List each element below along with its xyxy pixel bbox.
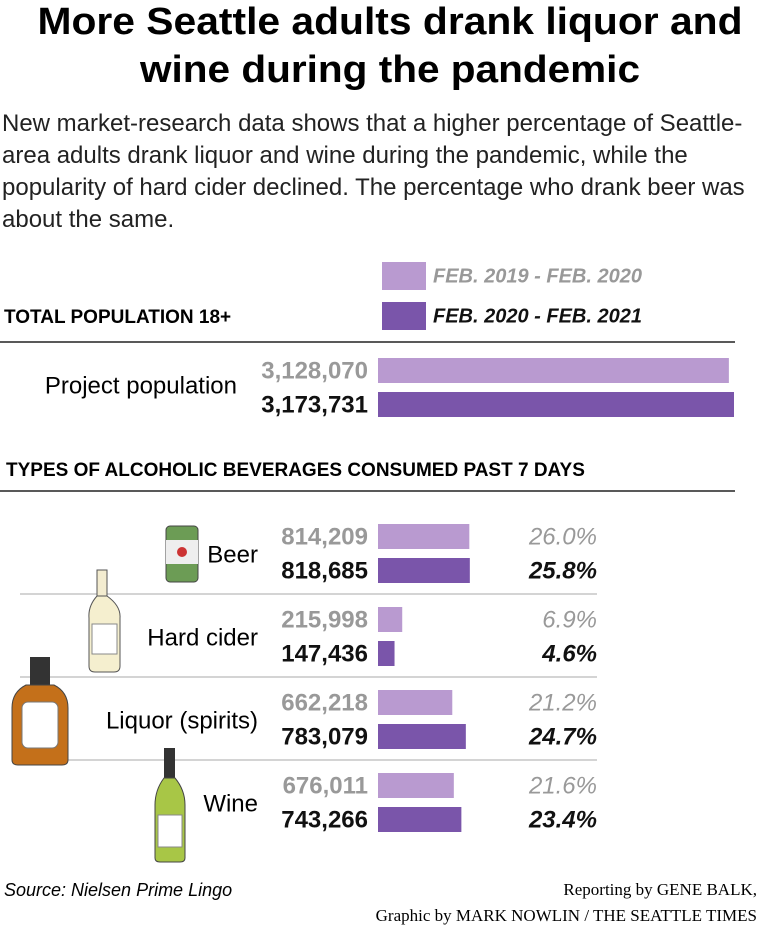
percent-label: 21.2% [528, 689, 597, 716]
legend-label: FEB. 2019 - FEB. 2020 [433, 265, 642, 287]
credit: Reporting by GENE BALK, [563, 880, 757, 899]
value-label: 215,998 [281, 606, 368, 633]
bar [378, 690, 453, 715]
value-label: 3,128,070 [261, 357, 368, 384]
percent-label: 21.6% [528, 772, 597, 799]
value-label: 814,209 [281, 523, 368, 550]
section-title: TOTAL POPULATION 18+ [4, 307, 231, 328]
value-label: 818,685 [281, 557, 368, 584]
liquor-bottle-icon [11, 657, 69, 766]
percent-label: 24.7% [528, 723, 597, 750]
bar [378, 392, 734, 417]
category-label: Beer [207, 541, 258, 568]
value-label: 662,218 [281, 689, 368, 716]
credit: Graphic by MARK NOWLIN / THE SEATTLE TIM… [376, 906, 757, 925]
value-label: 783,079 [281, 723, 368, 750]
source: Source: Nielsen Prime Lingo [4, 880, 232, 900]
bar [378, 724, 466, 749]
category-label: Wine [203, 790, 258, 817]
bar [378, 773, 454, 798]
percent-label: 26.0% [528, 523, 597, 550]
category-label: Hard cider [147, 624, 258, 651]
headline-line: More Seattle adults drank liquor and [38, 1, 743, 43]
category-label: Liquor (spirits) [106, 707, 258, 734]
description: New market-research data shows that a hi… [2, 110, 745, 233]
percent-label: 4.6% [541, 640, 597, 667]
value-label: 3,173,731 [261, 391, 368, 418]
percent-label: 23.4% [528, 806, 597, 833]
headline-line: wine during the pandemic [139, 49, 640, 91]
section-title: TYPES OF ALCOHOLIC BEVERAGES CONSUMED PA… [6, 460, 585, 481]
value-label: 676,011 [283, 772, 368, 799]
bar [378, 358, 729, 383]
bar [378, 641, 395, 666]
legend-swatch [382, 262, 426, 290]
category-label: Project population [45, 372, 237, 399]
percent-label: 6.9% [542, 606, 597, 633]
bar [378, 807, 462, 832]
cider-bottle-icon [88, 569, 121, 673]
legend-swatch [382, 302, 426, 330]
beer-can-icon [165, 525, 199, 583]
value-label: 743,266 [281, 806, 368, 833]
wine-bottle-icon [154, 748, 186, 863]
bar [378, 558, 470, 583]
value-label: 147,436 [281, 640, 368, 667]
bar [378, 524, 470, 549]
percent-label: 25.8% [528, 557, 597, 584]
legend-label: FEB. 2020 - FEB. 2021 [433, 305, 642, 327]
bar [378, 607, 403, 632]
